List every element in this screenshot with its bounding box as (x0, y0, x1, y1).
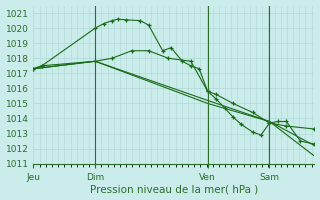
X-axis label: Pression niveau de la mer( hPa ): Pression niveau de la mer( hPa ) (90, 184, 258, 194)
